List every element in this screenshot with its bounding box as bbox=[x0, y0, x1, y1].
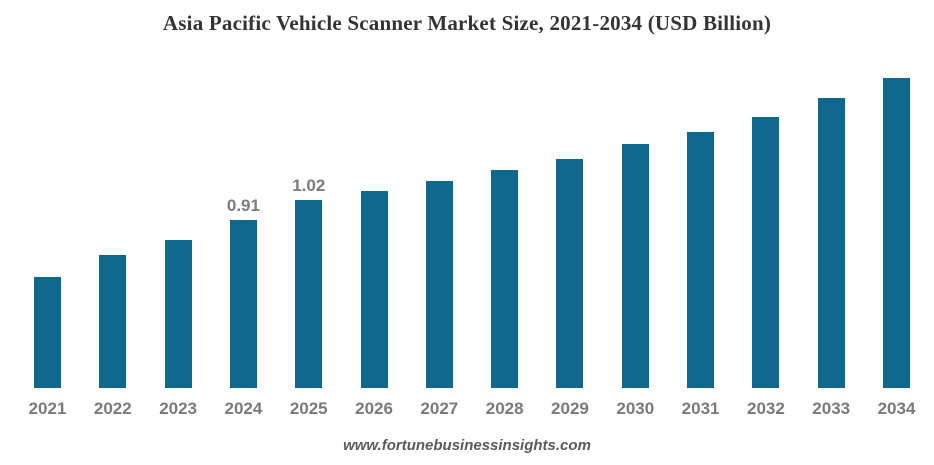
bar-2021 bbox=[34, 277, 61, 388]
x-axis-label-2032: 2032 bbox=[746, 399, 785, 418]
x-axis-label-2024: 2024 bbox=[224, 399, 263, 418]
x-axis-label-2029: 2029 bbox=[551, 399, 589, 418]
x-axis-label-2026: 2026 bbox=[355, 399, 393, 418]
x-axis-label-2027: 2027 bbox=[420, 399, 459, 418]
x-axis-label-2034: 2034 bbox=[877, 399, 916, 418]
x-axis-label-2021: 2021 bbox=[28, 399, 67, 418]
x-axis-label-2033: 2033 bbox=[812, 399, 851, 418]
bar-2030 bbox=[621, 144, 649, 388]
source-attribution: www.fortunebusinessinsights.com bbox=[343, 437, 591, 454]
x-axis-label-2030: 2030 bbox=[616, 399, 655, 418]
x-axis-label-2025: 2025 bbox=[289, 399, 328, 418]
bar-2029 bbox=[556, 159, 584, 388]
bar-2026 bbox=[360, 191, 388, 388]
bar-2025 bbox=[295, 200, 323, 388]
x-axis-label-2028: 2028 bbox=[485, 399, 524, 418]
x-axis-label-2022: 2022 bbox=[93, 399, 132, 418]
bar-2027 bbox=[425, 181, 453, 388]
bar-2023 bbox=[164, 240, 192, 388]
bar-2034 bbox=[883, 78, 911, 388]
value-label-2024: 0.91 bbox=[226, 196, 260, 215]
bar-2024 bbox=[229, 220, 257, 388]
x-axis-label-2023: 2023 bbox=[159, 399, 198, 418]
bar-2028 bbox=[491, 170, 519, 388]
x-axis-label-2031: 2031 bbox=[681, 399, 720, 418]
bar-2032 bbox=[752, 117, 780, 388]
chart-title: Asia Pacific Vehicle Scanner Market Size… bbox=[162, 11, 772, 35]
bar-2033 bbox=[817, 98, 845, 388]
value-label-2025: 1.02 bbox=[292, 176, 326, 195]
bar-2031 bbox=[687, 132, 715, 388]
bar-2022 bbox=[99, 255, 127, 388]
